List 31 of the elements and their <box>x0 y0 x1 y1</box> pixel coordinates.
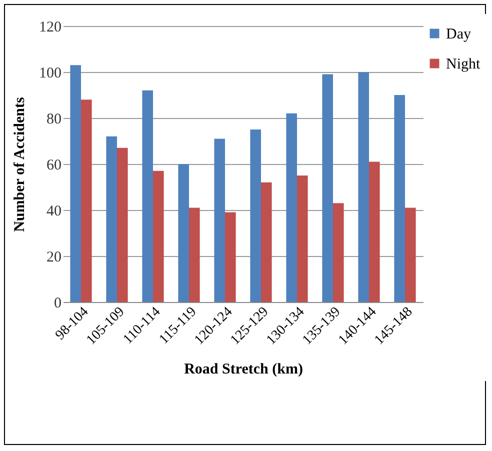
bar <box>225 212 236 302</box>
bar <box>358 72 369 302</box>
y-tick-label: 40 <box>46 204 62 220</box>
x-axis-title: Road Stretch (km) <box>184 361 303 378</box>
bar <box>117 148 128 302</box>
bar <box>250 130 261 302</box>
legend-label: Night <box>446 56 481 72</box>
bar <box>297 176 308 302</box>
y-tick-label: 0 <box>54 296 62 312</box>
legend-label: Day <box>446 26 472 42</box>
bar <box>322 74 333 302</box>
bar <box>214 138 225 302</box>
bar <box>394 95 405 302</box>
bar <box>81 100 92 302</box>
bar <box>153 170 164 302</box>
y-tick-label: 120 <box>39 20 62 36</box>
bar <box>333 203 344 302</box>
y-tick-label: 80 <box>46 112 62 128</box>
bar <box>405 208 416 302</box>
bar <box>286 113 297 302</box>
y-tick-label: 60 <box>46 158 62 174</box>
y-tick-label: 100 <box>39 66 62 82</box>
bar <box>261 182 272 302</box>
bar <box>369 162 380 302</box>
bar <box>70 65 81 302</box>
bar <box>142 90 153 302</box>
bar <box>178 164 189 302</box>
y-axis-title: Number of Accidents <box>12 96 28 232</box>
bar <box>189 208 200 302</box>
bar <box>106 136 117 302</box>
y-tick-label: 20 <box>46 250 62 266</box>
